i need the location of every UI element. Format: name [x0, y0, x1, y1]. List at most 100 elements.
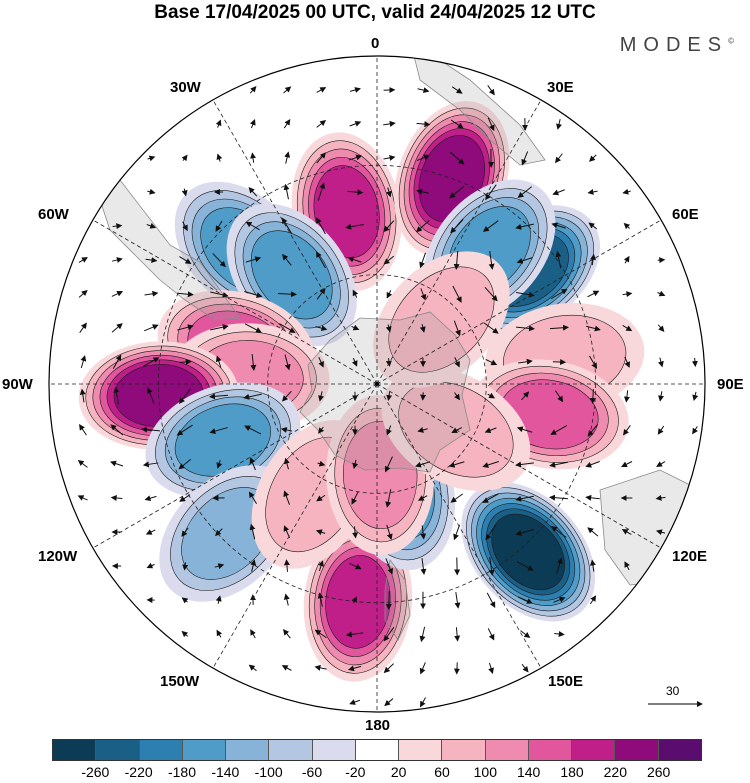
- wind-vector: [110, 460, 124, 467]
- wind-vector: [383, 154, 396, 161]
- map-boundary: [48, 55, 706, 713]
- wind-vector: [352, 459, 359, 470]
- wind-vector: [279, 323, 296, 333]
- anomaly-contour: [313, 165, 380, 259]
- lon-label-120e: 120E: [672, 548, 708, 565]
- negative-anomaly: [461, 482, 596, 622]
- wind-vector: [657, 425, 665, 435]
- wind-vector: [147, 155, 156, 162]
- wind-vector: [351, 357, 358, 367]
- lat-lon-grid: [49, 56, 705, 712]
- wind-vector: [284, 151, 291, 164]
- wind-vector: [483, 322, 499, 334]
- positive-anomaly: [373, 251, 510, 388]
- wind-vector: [551, 525, 567, 538]
- wind-vector: [345, 631, 364, 638]
- wind-vector: [487, 628, 495, 641]
- wind-vector: [245, 221, 260, 231]
- meridian-line: [376, 219, 662, 385]
- wind-vector: [277, 291, 297, 298]
- wind-vector: [347, 256, 362, 263]
- wind-vector: [244, 323, 262, 333]
- wind-vector: [181, 630, 189, 638]
- wind-vector: [383, 220, 395, 233]
- wind-vector: [316, 287, 326, 300]
- wind-vector: [624, 561, 630, 571]
- wind-vector: [351, 324, 360, 331]
- wind-vector: [516, 426, 533, 433]
- lon-label-150e: 150E: [548, 673, 584, 690]
- wind-vector: [552, 189, 565, 196]
- wind-vector: [281, 390, 292, 402]
- wind-vector: [209, 393, 229, 400]
- wind-vector: [589, 355, 598, 370]
- wind-vector: [386, 290, 393, 299]
- wind-vector: [590, 595, 597, 605]
- anomaly-contour: [388, 266, 495, 373]
- wind-vector: [250, 629, 256, 639]
- wind-vector: [178, 458, 192, 470]
- wind-vector: [250, 353, 257, 371]
- wind-vector: [314, 629, 327, 639]
- wind-vector: [657, 290, 666, 297]
- lon-label-180: 180: [365, 717, 391, 734]
- colorbar-swatch: [181, 740, 226, 760]
- wind-vector: [621, 529, 632, 535]
- lon-label-150w: 150W: [160, 673, 200, 690]
- wind-vector: [484, 427, 497, 434]
- wind-vector: [587, 527, 599, 537]
- wind-vector: [417, 495, 428, 501]
- colorbar-ticks: -260 -220 -180 -140 -100 -60 -20 20 60 100 140 180 2…: [0, 764, 750, 782]
- wind-vector: [488, 557, 495, 576]
- reference-vector-arrow: [648, 701, 703, 707]
- wind-vector: [314, 664, 327, 671]
- wind-vector: [417, 87, 430, 94]
- wind-vector: [210, 324, 229, 331]
- wind-vector: [145, 257, 158, 264]
- wind-vector: [482, 460, 499, 468]
- wind-vector: [282, 253, 292, 266]
- wind-vector: [488, 251, 495, 270]
- wind-vector: [77, 460, 88, 468]
- wind-vector: [113, 386, 120, 405]
- wind-vector: [589, 559, 596, 572]
- wind-vector: [552, 359, 567, 366]
- colorbar-tick-label: -220: [124, 764, 153, 780]
- wind-vector: [244, 291, 263, 298]
- lon-label-0: 0: [371, 35, 380, 52]
- wind-vector: [385, 590, 392, 610]
- wind-vector: [484, 286, 498, 302]
- wind-vector: [520, 630, 531, 638]
- wind-vector: [249, 118, 256, 129]
- wind-vector: [385, 324, 392, 333]
- wind-vector: [352, 526, 359, 539]
- wind-vector: [351, 596, 357, 604]
- colorbar-swatch: [268, 740, 312, 760]
- modes-brand-logo: MODES©: [619, 34, 734, 56]
- wind-vector: [141, 426, 161, 433]
- wind-vector: [178, 388, 191, 404]
- wind-vector: [318, 426, 325, 434]
- wind-vector: [487, 117, 495, 132]
- wind-vector: [111, 290, 124, 297]
- wind-vector: [216, 629, 223, 638]
- wind-vector: [249, 86, 257, 94]
- wind-vector: [587, 290, 600, 298]
- wind-vector: [146, 223, 157, 229]
- wind-vector: [248, 664, 257, 672]
- meridian-line: [376, 383, 542, 669]
- wind-vector: [283, 593, 290, 606]
- colorbar-tick-label: -140: [211, 764, 240, 780]
- wind-vector: [349, 87, 361, 93]
- wind-vector: [248, 187, 258, 197]
- wind-vector: [482, 493, 500, 503]
- wind-vector: [283, 457, 290, 470]
- wind-vector: [521, 151, 529, 166]
- wind-vector: [454, 392, 461, 401]
- wind-vector: [517, 596, 533, 604]
- wind-vector: [215, 119, 222, 128]
- wind-vector: [216, 460, 223, 469]
- wind-vector: [112, 354, 122, 369]
- wind-vector: [144, 495, 157, 502]
- wind-vector: [621, 461, 633, 467]
